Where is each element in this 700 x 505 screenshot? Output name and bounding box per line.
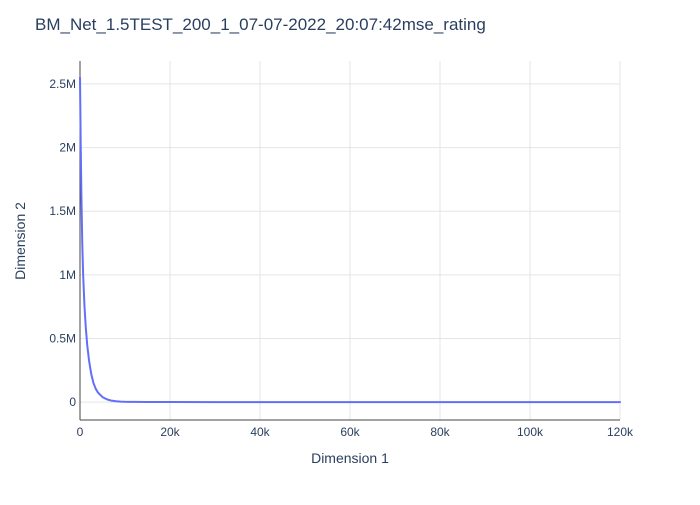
x-axis-title: Dimension 1 — [311, 450, 389, 466]
x-tick-label: 120k — [607, 425, 634, 439]
y-tick-label: 2M — [59, 141, 76, 155]
y-axis-title: Dimension 2 — [12, 202, 28, 280]
x-tick-label: 80k — [430, 425, 450, 439]
y-tick-label: 1.5M — [49, 204, 76, 218]
chart-title: BM_Net_1.5TEST_200_1_07-07-2022_20:07:42… — [35, 15, 486, 34]
x-tick-label: 20k — [160, 425, 180, 439]
grid-lines — [80, 61, 621, 420]
y-tick-label: 0 — [69, 395, 76, 409]
y-tick-label: 0.5M — [49, 332, 76, 346]
plot-area — [79, 76, 621, 404]
y-tick-label: 1M — [59, 268, 76, 282]
x-tick-label: 0 — [77, 425, 84, 439]
x-tick-label: 40k — [250, 425, 270, 439]
y-tick-label: 2.5M — [49, 77, 76, 91]
x-tick-label: 100k — [517, 425, 544, 439]
tick-labels: 0 20k 40k 60k 80k 100k 120k 0 0.5M 1M 1.5M 2M 2.5M — [49, 77, 634, 439]
series-line — [79, 76, 621, 404]
x-tick-label: 60k — [340, 425, 360, 439]
